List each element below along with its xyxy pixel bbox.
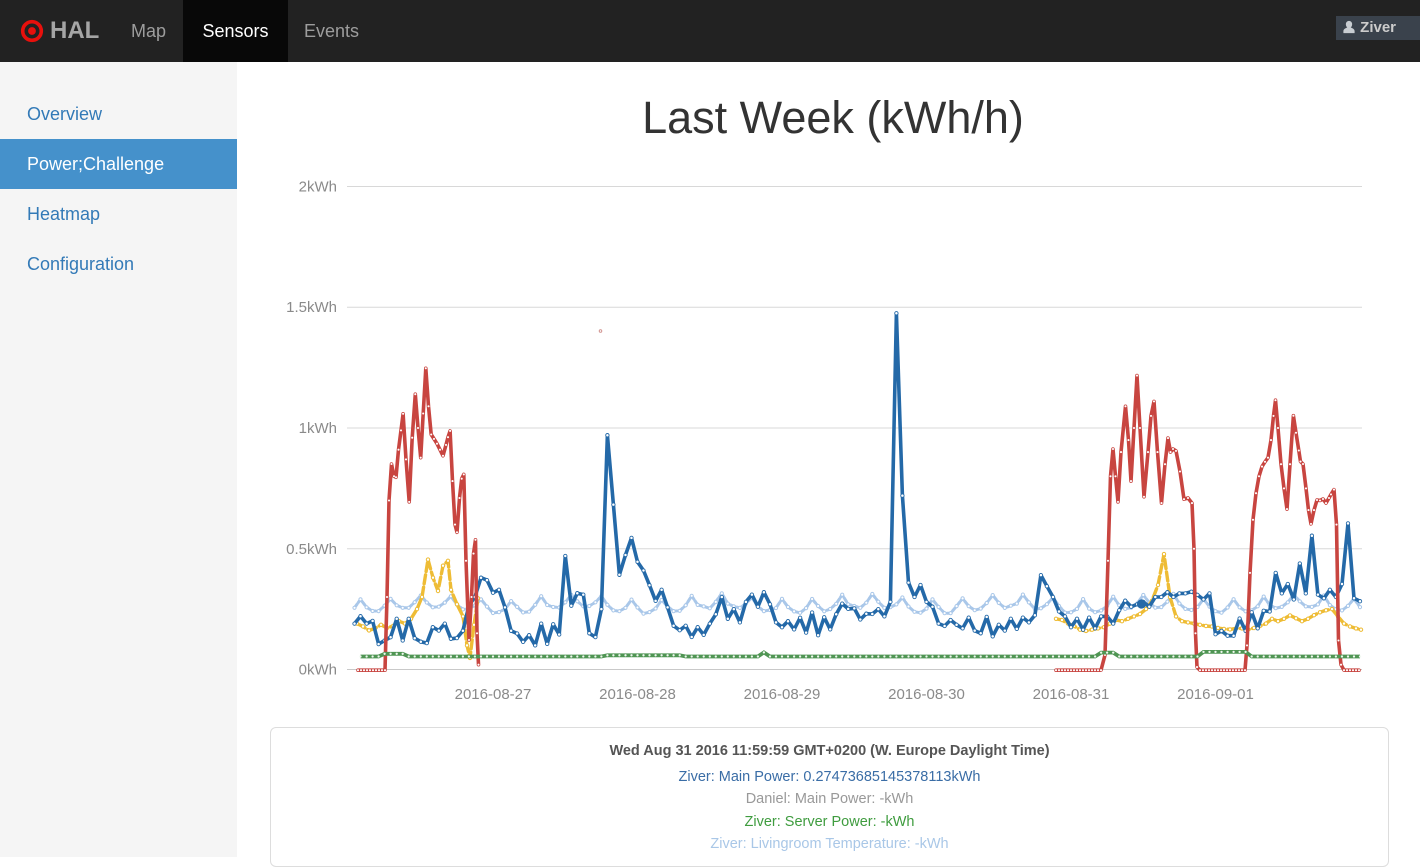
svg-text:2016-08-28: 2016-08-28 — [599, 686, 676, 703]
svg-text:2016-09-01: 2016-09-01 — [1177, 686, 1254, 703]
svg-text:0.5kWh: 0.5kWh — [286, 541, 337, 558]
svg-text:2016-08-27: 2016-08-27 — [455, 686, 532, 703]
svg-text:2016-08-29: 2016-08-29 — [744, 686, 821, 703]
svg-text:2016-08-31: 2016-08-31 — [1033, 686, 1110, 703]
svg-text:1kWh: 1kWh — [299, 420, 337, 437]
svg-text:2kWh: 2kWh — [299, 179, 337, 196]
svg-text:2016-08-30: 2016-08-30 — [888, 686, 965, 703]
svg-text:1.5kWh: 1.5kWh — [286, 299, 337, 316]
svg-text:0kWh: 0kWh — [299, 662, 337, 679]
